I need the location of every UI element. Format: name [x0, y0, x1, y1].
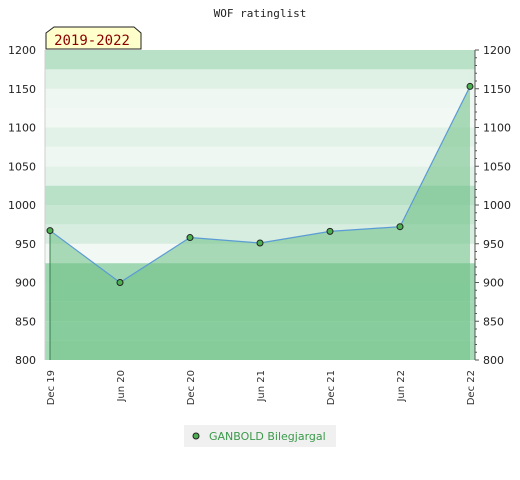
y-axis-left: 800 850 900 950 1000 1050 1100 1150 1200 [8, 44, 36, 367]
y-tick-label-left: 850 [15, 315, 36, 328]
x-tick-label: Dec 19 [46, 370, 57, 405]
y-tick-label-right: 1150 [483, 83, 511, 96]
y-tick-label-right: 1200 [483, 44, 511, 57]
y-tick-label-right: 1100 [483, 122, 511, 135]
data-point [326, 227, 334, 235]
y-tick-label-right: 900 [483, 277, 504, 290]
data-point [186, 234, 194, 242]
series-area [50, 86, 470, 361]
background-band [45, 166, 475, 186]
background-band [45, 69, 475, 89]
x-tick-label: Dec 21 [326, 370, 337, 405]
y-axis-right: 800 850 900 950 1000 1050 1100 1150 1200 [475, 44, 511, 367]
period-label: 2019-2022 [54, 33, 130, 49]
data-point [466, 82, 474, 90]
y-tick-label-left: 1200 [8, 44, 36, 57]
background-band [45, 50, 475, 70]
x-tick-label: Jun 22 [396, 370, 407, 403]
y-tick-label-left: 1100 [8, 122, 36, 135]
data-point [116, 279, 124, 286]
y-tick-label-right: 1050 [483, 160, 511, 173]
data-point [256, 239, 264, 247]
y-tick-label-right: 850 [483, 315, 504, 328]
period-badge: 2019-2022 [45, 26, 142, 50]
period-badge-box [45, 26, 142, 50]
x-tick-label: Dec 22 [466, 370, 477, 405]
marker-layer [46, 82, 474, 286]
background-band [45, 108, 475, 128]
background-band [45, 185, 475, 205]
legend-box [184, 425, 336, 447]
y-tick-label-left: 950 [15, 238, 36, 251]
x-tick-label: Jun 20 [116, 370, 127, 403]
x-axis: Dec 19 Jun 20 Dec 20 Jun 21 Dec 21 Jun 22 Dec … [46, 370, 477, 405]
y-tick-label-left: 900 [15, 277, 36, 290]
area-layer [50, 86, 470, 361]
legend-series-name: GANBOLD Bilegjargal [209, 430, 326, 443]
background-band [45, 146, 475, 167]
background-band [45, 127, 475, 147]
x-tick-label: Dec 20 [186, 370, 197, 405]
y-tick-label-left: 1050 [8, 160, 36, 173]
y-tick-label-right: 1000 [483, 199, 511, 212]
legend-marker-icon [192, 432, 200, 440]
data-point [46, 227, 54, 235]
legend: GANBOLD Bilegjargal [184, 425, 336, 447]
y-tick-label-right: 800 [483, 354, 504, 367]
background-band [45, 205, 475, 225]
y-tick-label-left: 800 [15, 354, 36, 367]
y-tick-label-right: 950 [483, 238, 504, 251]
data-point [396, 223, 404, 231]
y-tick-label-left: 1150 [8, 83, 36, 96]
chart-title: WOF ratinglist [214, 7, 307, 20]
y-tick-label-left: 1000 [8, 199, 36, 212]
x-tick-label: Jun 21 [256, 370, 267, 403]
background-band [45, 88, 475, 109]
